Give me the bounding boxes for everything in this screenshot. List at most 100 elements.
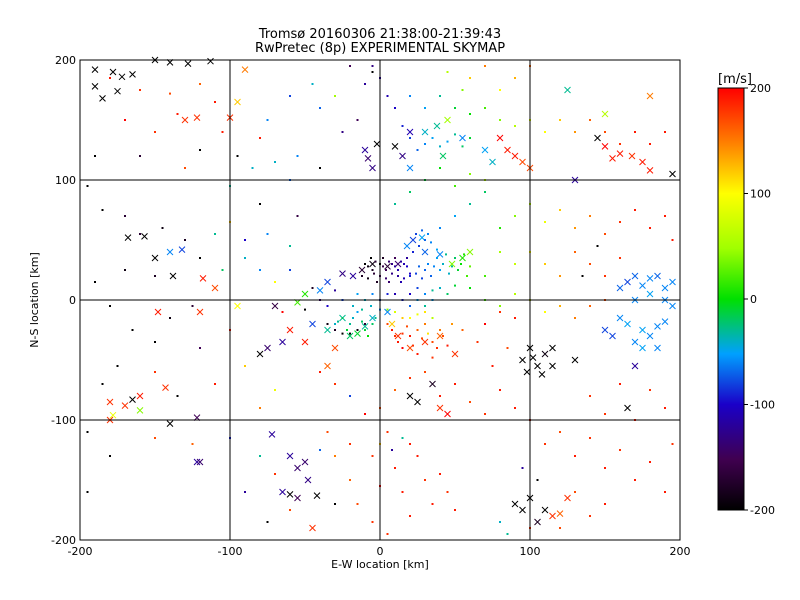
data-point-dot [421,277,423,280]
data-point-dot [367,277,369,280]
data-point-dot [454,107,456,109]
data-point-x-marker [294,464,301,472]
data-point-dot [394,265,396,268]
data-point-dot [421,337,423,340]
data-point-x-marker [541,506,549,514]
data-point-x-marker [313,492,321,499]
data-point-dot [274,281,276,283]
data-point-dot [394,389,396,391]
data-point-dot [319,449,321,451]
data-point-dot [326,431,329,433]
data-point-dot [431,503,434,505]
data-point-dot [424,311,426,313]
data-point-dot [214,383,216,385]
data-point-x-marker [406,164,414,172]
data-point-dot [406,257,408,259]
data-point-dot [604,413,606,415]
data-point-x-marker [129,71,136,78]
data-point-dot [514,317,516,319]
data-point-x-marker [364,155,372,162]
data-point-x-marker [436,251,444,258]
data-marks [86,56,676,535]
data-point-dot [176,395,179,397]
data-point-x-marker [129,396,136,403]
data-point-dot [191,443,194,445]
data-point-x-marker [669,302,676,310]
data-point-dot [266,233,269,235]
data-point-dot [604,233,606,235]
data-point-x-marker [279,338,286,346]
data-point-x-marker [429,380,436,388]
data-point-x-marker [109,411,117,419]
data-point-x-marker [646,290,654,298]
data-point-dot [397,341,399,343]
data-point-dot [451,265,453,268]
data-point-dot [86,491,89,493]
data-point-dot [397,269,399,271]
data-point-x-marker [346,332,354,340]
data-point-dot [367,335,369,337]
data-point-dot [388,260,390,263]
data-point-dot [386,533,389,535]
data-point-x-marker [361,146,369,154]
data-point-dot [446,491,449,493]
data-point-dot [251,167,254,169]
data-point-dot [574,491,576,493]
data-point-dot [199,347,201,349]
data-point-dot [436,347,438,349]
data-point-x-marker [646,275,654,282]
data-point-dot [574,251,576,253]
data-point-x-marker [114,87,121,95]
data-point-x-marker [639,158,646,166]
data-point-dot [439,329,441,331]
y-tick-label: 0 [69,294,76,307]
data-point-dot [356,119,359,121]
data-point-x-marker [669,278,676,286]
data-point-dot [439,269,441,271]
data-point-dot [361,308,363,311]
data-point-dot [484,107,486,109]
data-point-dot [311,287,314,289]
data-point-x-marker [324,362,331,370]
data-point-dot [491,365,494,367]
data-point-dot [244,239,246,241]
data-point-x-marker [616,150,624,157]
data-point-dot [634,209,636,211]
data-point-dot [409,95,411,97]
data-point-dot [544,131,546,133]
data-point-x-marker [196,458,204,466]
data-point-dot [412,344,414,347]
data-point-x-marker [391,143,399,150]
data-point-dot [433,265,435,268]
data-point-dot [274,161,276,163]
data-point-dot [124,269,126,271]
data-point-x-marker [301,338,309,346]
data-point-x-marker [118,73,126,81]
data-point-dot [356,293,359,295]
data-point-dot [199,149,201,151]
data-point-x-marker [654,344,661,352]
data-point-dot [596,245,599,247]
data-point-dot [394,335,396,337]
data-point-dot [589,215,591,217]
colorbar-gradient [717,87,745,511]
data-point-dot [536,479,539,481]
data-point-dot [581,275,584,277]
data-point-dot [101,209,104,211]
data-point-dot [431,289,434,292]
data-point-x-marker [196,308,204,316]
data-point-x-marker [136,407,144,414]
data-point-x-marker [199,275,207,282]
data-point-x-marker [388,320,396,328]
data-point-dot [406,325,408,328]
data-point-dot [361,320,363,323]
data-point-x-marker [646,332,654,340]
data-point-x-marker [459,134,466,142]
data-point-x-marker [624,404,631,412]
data-point-dot [139,233,141,235]
data-point-x-marker [207,57,214,65]
data-point-x-marker [181,116,189,124]
data-point-dot [274,389,276,391]
data-point-dot [559,431,561,433]
data-point-x-marker [256,350,264,358]
